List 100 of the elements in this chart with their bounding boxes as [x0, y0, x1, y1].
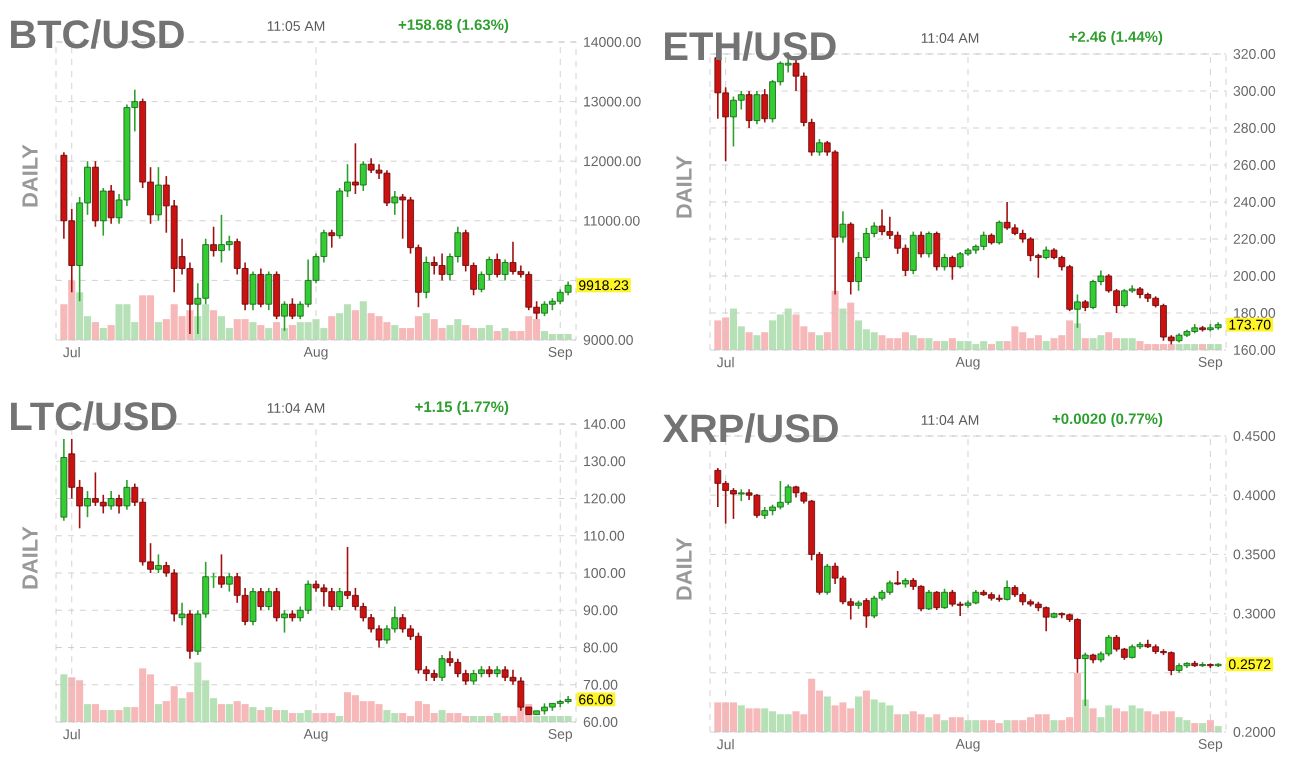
bar — [870, 699, 878, 732]
candlestick — [737, 488, 745, 502]
bar — [1199, 723, 1207, 732]
bar — [280, 328, 289, 340]
bar — [745, 332, 753, 350]
bar — [1120, 338, 1128, 350]
bar — [91, 322, 99, 340]
bar — [948, 717, 956, 732]
bar — [391, 325, 399, 340]
bar — [485, 325, 493, 340]
candlestick — [493, 252, 501, 279]
candlestick — [249, 587, 257, 626]
candlestick — [1042, 605, 1050, 633]
bar — [241, 704, 249, 722]
bar — [855, 320, 863, 350]
bar — [383, 322, 391, 340]
bar — [343, 692, 352, 722]
candlestick — [730, 487, 737, 520]
candlestick — [784, 483, 792, 506]
bar — [1128, 705, 1136, 732]
bar — [815, 335, 823, 350]
bar — [304, 322, 312, 340]
bar — [729, 702, 737, 732]
bar — [878, 335, 886, 350]
bar — [831, 290, 839, 350]
bar — [933, 341, 941, 350]
text: DAILY — [22, 144, 38, 207]
text: DAILY — [676, 537, 692, 600]
bar — [941, 341, 949, 350]
bar — [147, 674, 155, 722]
bar — [422, 313, 430, 340]
bar — [257, 325, 265, 340]
candlestick — [1089, 278, 1097, 311]
candlestick — [257, 587, 265, 612]
candlestick — [265, 587, 273, 612]
candlestick — [1167, 650, 1175, 676]
candlestick — [430, 255, 438, 276]
bar — [1019, 720, 1027, 732]
bar — [784, 308, 792, 350]
candlestick — [933, 230, 941, 272]
candlestick — [115, 493, 123, 515]
bar — [1183, 720, 1191, 732]
candlestick — [107, 490, 115, 511]
bar — [980, 720, 988, 732]
bar — [83, 704, 92, 722]
candlestick — [99, 187, 107, 237]
candlestick — [753, 90, 761, 126]
candlestick — [823, 563, 831, 596]
bar — [894, 714, 902, 732]
bar — [1011, 326, 1019, 350]
bar — [761, 708, 769, 732]
bar — [941, 720, 949, 732]
bar — [249, 707, 257, 722]
bar — [446, 713, 454, 722]
bar — [1081, 338, 1089, 350]
bar — [1113, 338, 1121, 350]
candlestick — [454, 657, 462, 679]
bar — [154, 322, 162, 340]
bar — [1066, 320, 1074, 350]
bar — [847, 302, 855, 350]
candlestick — [288, 297, 296, 320]
bar — [446, 325, 454, 340]
candlestick — [328, 587, 336, 612]
candlestick — [1027, 236, 1034, 262]
bar — [1136, 341, 1144, 350]
candlestick — [336, 587, 344, 612]
candlestick — [980, 230, 988, 251]
bar — [76, 292, 84, 340]
bar — [901, 714, 909, 732]
bar — [60, 674, 68, 722]
candlestick — [186, 609, 194, 660]
candlestick — [730, 95, 737, 148]
bar — [265, 328, 273, 340]
bar — [1073, 323, 1081, 350]
bar — [367, 313, 375, 340]
bar — [1042, 341, 1050, 350]
candlestick — [956, 600, 964, 617]
bar — [288, 325, 296, 340]
bar — [501, 328, 509, 340]
bar — [808, 332, 816, 350]
candlestick — [352, 142, 359, 195]
candlestick — [917, 584, 925, 613]
bar — [414, 701, 422, 722]
bar — [769, 711, 777, 732]
candlestick — [304, 579, 312, 615]
bar — [540, 331, 549, 340]
bar — [533, 319, 541, 340]
candlestick — [1003, 201, 1011, 231]
bar — [194, 662, 202, 722]
bar — [343, 304, 352, 340]
candlestick — [218, 214, 225, 264]
bar — [438, 710, 446, 722]
candlestick — [485, 255, 493, 282]
bar — [792, 711, 800, 732]
bar — [1097, 335, 1105, 350]
candlestick — [737, 90, 745, 111]
bar — [99, 328, 107, 340]
bar — [265, 707, 273, 722]
candlestick — [178, 602, 186, 626]
candlestick — [878, 208, 886, 237]
